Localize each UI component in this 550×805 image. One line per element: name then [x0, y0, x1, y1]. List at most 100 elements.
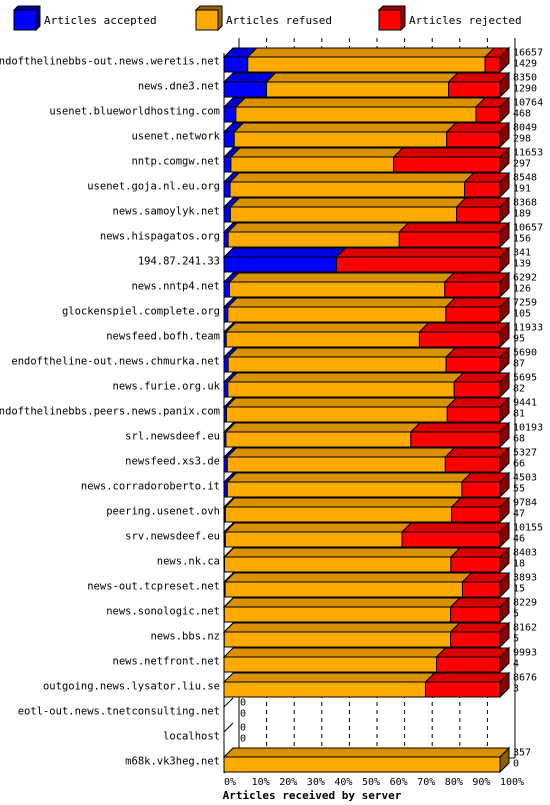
bar-side: [499, 596, 510, 624]
accepted-count-label: 139: [513, 259, 531, 270]
bar-segment-0: [223, 381, 229, 398]
bar-empty-edge: [223, 697, 234, 708]
category-label: srv.newsdeef.eu: [125, 531, 220, 543]
accepted-count-label: 0: [513, 759, 519, 770]
category-label: news.corradoroberto.it: [81, 481, 220, 493]
bar-segment-2: [445, 356, 501, 373]
bar-top-2: [443, 272, 511, 283]
bar-segment-2: [451, 506, 501, 523]
bar-segment-1: [224, 506, 453, 523]
total-label: 8403: [513, 548, 537, 559]
bar-segment-1: [229, 281, 446, 298]
bar-side: [499, 46, 510, 74]
accepted-count-label: 46: [513, 534, 525, 545]
bar-segment-0: [223, 131, 235, 148]
bar-segment-1: [229, 206, 458, 223]
bar-top-1: [223, 622, 461, 633]
accepted-count-label: 156: [513, 234, 531, 245]
category-label: glockenspiel.complete.org: [62, 306, 220, 318]
bar-segment-1: [230, 156, 395, 173]
bar-top-2: [400, 522, 511, 533]
accepted-count-label: 3: [513, 684, 519, 695]
bar-segment-2: [336, 256, 501, 273]
bar-segment-2: [461, 481, 501, 498]
total-label: 11653: [513, 148, 543, 159]
category-label: usenet.blueworldhosting.com: [49, 106, 220, 118]
bar-top-1: [265, 72, 459, 83]
bar-top-2: [446, 397, 511, 408]
bar-top-2: [398, 222, 511, 233]
bar-top-2: [392, 147, 511, 158]
bar-segment-1: [226, 456, 446, 473]
legend-label: Articles refused: [226, 14, 332, 27]
bar-top-2: [447, 72, 511, 83]
category-label: 194.87.241.33: [138, 256, 220, 268]
bar-top-2: [435, 647, 511, 658]
bars: [222, 46, 511, 774]
bar-segment-1: [227, 231, 400, 248]
x-tick-label: 10%: [252, 777, 270, 788]
x-axis: 0% 10% 20% 30% 40% 50% 60% 70% 80% 90% 100%: [224, 777, 524, 788]
bar-side: [499, 271, 510, 299]
bar-side: [499, 471, 510, 499]
accepted-count-label: 189: [513, 209, 531, 220]
bar-segment-2: [444, 456, 501, 473]
bar-segment-0: [223, 206, 231, 223]
bar-segment-1: [247, 56, 486, 73]
bar-side: [499, 646, 510, 674]
bar-top-2: [444, 447, 511, 458]
bar-segment-1: [223, 606, 452, 623]
bar-segment-2: [484, 56, 501, 73]
bar-segment-1: [224, 531, 403, 548]
total-label: 10193: [513, 423, 543, 434]
total-label: 10764: [513, 98, 543, 109]
bar-top-1: [229, 197, 467, 208]
bar-top-1: [222, 747, 511, 758]
bar-top-1: [225, 322, 430, 333]
bar-segment-0: [223, 256, 338, 273]
bar-segment-2: [393, 156, 501, 173]
bar-segment-1: [224, 556, 452, 573]
bar-segment-2: [444, 281, 501, 298]
bar-top-2: [424, 672, 511, 683]
bar-segment-1: [235, 106, 477, 123]
category-label: m68k.vk3heg.net: [125, 756, 220, 768]
category-label: outgoing.news.lysator.liu.se: [43, 681, 220, 693]
total-label: 10657: [513, 223, 543, 234]
total-label: 8049: [513, 123, 537, 134]
bar-top-2: [450, 497, 511, 508]
accepted-count-label: 298: [513, 134, 531, 145]
bar-side: [499, 221, 510, 249]
bar-segment-2: [453, 381, 501, 398]
category-label: usenet.network: [131, 131, 220, 143]
bar-top-2: [449, 622, 511, 633]
accepted-count-label: 105: [513, 309, 531, 320]
x-tick-label: 90%: [472, 777, 490, 788]
total-label: 8162: [513, 623, 537, 634]
bar-segment-0: [223, 231, 229, 248]
bar-side: [499, 446, 510, 474]
bar-top-2: [335, 247, 511, 258]
bar-side: [499, 171, 510, 199]
total-label: 11933: [513, 323, 543, 334]
bar-segment-2: [464, 181, 501, 198]
bar-top-2: [444, 297, 511, 308]
bar-segment-1: [227, 381, 455, 398]
total-label: 8548: [513, 173, 537, 184]
bar-segment-0: [223, 356, 229, 373]
category-label: news.netfront.net: [113, 656, 220, 668]
category-label: newsfeed.xs3.de: [125, 456, 220, 468]
bar-side: [499, 621, 510, 649]
total-label: 357: [513, 748, 531, 759]
bar-top-1: [226, 472, 473, 483]
bar-side: [499, 521, 510, 549]
bar-top-1: [222, 672, 436, 683]
bar-top-2: [409, 422, 511, 433]
bar-segment-1: [226, 481, 463, 498]
bar-segment-1: [227, 356, 447, 373]
bar-segment-1: [266, 81, 450, 98]
accepted-count-label: 95: [513, 334, 525, 345]
category-label: news.dne3.net: [138, 81, 220, 93]
bar-segment-2: [450, 631, 501, 648]
bar-segment-2: [424, 681, 501, 698]
